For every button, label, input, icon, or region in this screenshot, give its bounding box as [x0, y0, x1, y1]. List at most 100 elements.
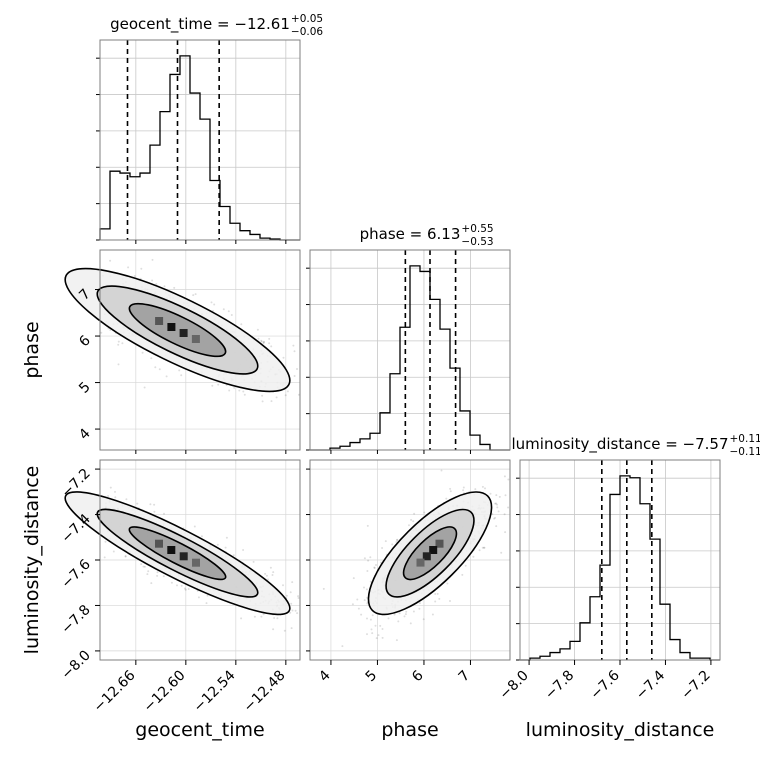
scatter-point — [265, 574, 268, 577]
scatter-point — [395, 639, 398, 642]
scatter-point — [121, 342, 124, 345]
scatter-point — [449, 487, 452, 490]
scatter-point — [150, 582, 153, 585]
scatter-point — [379, 624, 382, 627]
scatter-point — [405, 610, 408, 613]
scatter-point — [381, 636, 384, 639]
scatter-point — [268, 342, 271, 345]
scatter-point — [503, 475, 506, 478]
scatter-point — [286, 390, 289, 393]
scatter-point — [498, 495, 501, 498]
scatter-point — [156, 574, 159, 577]
scatter-point — [341, 645, 344, 648]
scatter-point — [260, 339, 263, 342]
xtick-label-phase-2: 6 — [409, 667, 427, 685]
xtick-label-phase-0: 4 — [316, 667, 334, 685]
scatter-point — [158, 368, 161, 371]
scatter-point — [155, 283, 158, 285]
scatter-point — [149, 503, 152, 506]
scatter-point — [291, 609, 294, 612]
scatter-point — [290, 602, 293, 605]
xtick-label-geocent_time-3: −12.48 — [241, 667, 289, 715]
title-luminosity_distance: luminosity_distance = −7.57 — [511, 435, 728, 454]
scatter-point — [206, 594, 209, 597]
scatter-point — [107, 495, 109, 497]
scatter-point — [367, 559, 370, 562]
scatter-point — [449, 600, 451, 602]
scatter-point — [482, 546, 485, 549]
xtick-label-phase-3: 7 — [456, 668, 474, 686]
scatter-point — [153, 503, 156, 506]
scatter-point — [371, 614, 374, 617]
scatter-point — [462, 489, 465, 492]
scatter-point — [360, 613, 363, 616]
scatter-point — [273, 617, 276, 619]
scatter-point — [296, 612, 299, 615]
scatter-point — [293, 375, 296, 377]
scatter-point — [292, 344, 295, 347]
scatter-point — [294, 609, 297, 612]
data-marks — [64, 40, 720, 661]
scatter-point — [275, 396, 278, 399]
scatter-point — [496, 506, 499, 509]
xtick-label-luminosity_distance-0: −8.0 — [497, 668, 532, 703]
scatter-point — [381, 628, 384, 630]
scatter-point — [162, 575, 165, 578]
scatter-point — [495, 502, 498, 505]
title-geocent_time: geocent_time = −12.61 — [110, 15, 290, 34]
scatter-point — [440, 469, 443, 472]
scatter-point — [197, 596, 200, 599]
scatter-point — [257, 337, 260, 340]
scatter-point — [396, 539, 399, 542]
scatter-point — [290, 627, 293, 630]
scatter-point — [391, 543, 394, 546]
scatter-point — [366, 617, 368, 620]
scatter-point — [216, 543, 219, 546]
scatter-point — [497, 510, 500, 513]
scatter-point — [408, 524, 410, 527]
scatter-point — [285, 594, 288, 597]
scatter-point — [252, 560, 255, 563]
scatter-point — [271, 574, 274, 576]
scatter-point — [369, 618, 372, 621]
scatter-point — [238, 389, 241, 392]
xaxis-label-phase: phase — [381, 719, 438, 741]
scatter-point — [193, 525, 196, 528]
density-core-1-3 — [192, 558, 200, 567]
scatter-point — [396, 538, 399, 541]
scatter-point — [464, 564, 467, 567]
histogram-luminosity_distance — [520, 475, 720, 661]
scatter-point — [504, 494, 507, 497]
scatter-point — [100, 331, 103, 334]
scatter-frame-0 — [99, 249, 301, 451]
scatter-point — [109, 259, 112, 262]
scatter-point — [484, 487, 486, 490]
scatter-point — [507, 506, 510, 509]
xtick-label-geocent_time-2: −12.54 — [191, 667, 239, 715]
scatter-point — [413, 512, 416, 515]
scatter-point — [282, 584, 284, 587]
scatter-point — [282, 356, 285, 359]
scatter-point — [170, 581, 173, 584]
scatter-point — [289, 611, 292, 614]
ytick-label-luminosity_distance-1: −7.8 — [58, 602, 93, 637]
title-lower-phase: −0.53 — [461, 236, 493, 248]
scatter-point — [370, 628, 373, 631]
xtick-label-luminosity_distance-1: −7.8 — [542, 667, 577, 702]
panel-frames — [95, 39, 721, 665]
scatter-point — [124, 555, 127, 557]
scatter-point — [240, 323, 243, 326]
scatter-point — [184, 588, 187, 591]
scatter-point — [489, 492, 492, 495]
scatter-point — [256, 328, 259, 331]
scatter-point — [366, 633, 368, 636]
scatter-point — [481, 546, 484, 549]
scatter-point — [351, 603, 354, 606]
scatter-point — [398, 612, 401, 615]
scatter-point — [140, 267, 143, 270]
xtick-label-geocent_time-0: −12.66 — [91, 667, 139, 715]
scatter-point — [371, 632, 374, 635]
scatter-point — [261, 394, 264, 397]
scatter-point — [373, 567, 376, 569]
